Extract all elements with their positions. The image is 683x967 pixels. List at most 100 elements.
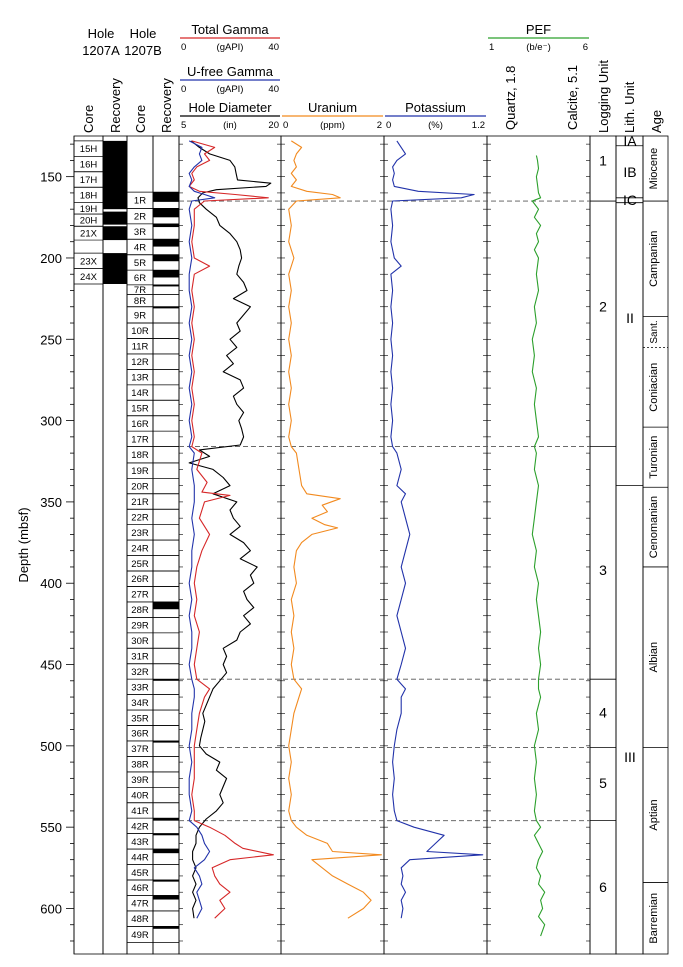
core-label-24R: 24R: [131, 543, 149, 554]
core-label-19R: 19R: [131, 466, 149, 477]
depth-tick-label: 200: [40, 251, 62, 266]
recovery-bar: [103, 253, 127, 284]
recovery-bar: [153, 895, 179, 900]
recovery-header-a: Recovery: [108, 78, 123, 133]
lith-unit-label-II: II: [626, 310, 634, 326]
track-max-potassium: 1.2: [472, 120, 485, 131]
track-min-uranium: 0: [283, 120, 288, 131]
hole-label-bottom: 1207A: [82, 43, 120, 58]
core-label-42R: 42R: [131, 821, 149, 832]
core-label-12R: 12R: [131, 357, 149, 368]
track-title-hole-diameter: Hole Diameter: [188, 100, 272, 115]
core-label-16H: 16H: [80, 160, 98, 171]
core-label-25R: 25R: [131, 559, 149, 570]
core-label-6R: 6R: [134, 273, 146, 284]
lith-unit-label-III: III: [624, 749, 636, 765]
core-label-36R: 36R: [131, 729, 149, 740]
track-title-total-gamma: Total Gamma: [191, 22, 269, 37]
logging-unit-label-4: 4: [599, 704, 607, 720]
age-label-cenomanian: Cenomanian: [648, 496, 660, 558]
core-label-19H: 19H: [80, 204, 98, 215]
core-label-16R: 16R: [131, 419, 149, 430]
core-label-15H: 15H: [80, 144, 98, 155]
track-max-total-gamma: 40: [268, 42, 279, 53]
depth-tick-label: 250: [40, 332, 62, 347]
track-max-pef: 6: [583, 42, 588, 53]
recovery-bar: [153, 849, 179, 854]
recovery-header-b: Recovery: [159, 78, 174, 133]
core-label-45R: 45R: [131, 868, 149, 879]
core-label-18H: 18H: [80, 190, 98, 201]
pef-quartz-label: Quartz, 1.8: [503, 66, 518, 130]
core-label-29R: 29R: [131, 621, 149, 632]
core-label-2R: 2R: [134, 212, 146, 223]
core-label-7R: 7R: [134, 285, 146, 296]
logging-unit-label-1: 1: [599, 152, 607, 168]
depth-tick-label: 600: [40, 901, 62, 916]
column-frame-gamma: [178, 135, 282, 955]
depth-tick-label: 400: [40, 576, 62, 591]
core-label-40R: 40R: [131, 791, 149, 802]
recovery-bar: [153, 306, 179, 309]
hole-label-top: Hole: [130, 26, 157, 41]
hole-label-bottom: 1207B: [124, 43, 162, 58]
recovery-bar: [153, 926, 179, 929]
series-pef: [531, 155, 546, 937]
core-label-30R: 30R: [131, 636, 149, 647]
core-label-20R: 20R: [131, 482, 149, 493]
column-frame-logging: [589, 135, 617, 955]
depth-tick-label: 450: [40, 658, 62, 673]
recovery-bar: [153, 239, 179, 247]
logging-unit-label-3: 3: [599, 562, 607, 578]
depth-tick-label: 350: [40, 495, 62, 510]
recovery-bar: [153, 601, 179, 610]
core-label-11R: 11R: [132, 342, 149, 353]
core-label-22R: 22R: [131, 512, 149, 523]
series-u-free-gamma: [188, 140, 216, 919]
core-label-35R: 35R: [131, 713, 149, 724]
column-frame-uranium: [280, 135, 385, 955]
core-label-21X: 21X: [80, 229, 98, 240]
column-frame-potassium: [383, 135, 488, 955]
logging-unit-label-5: 5: [599, 775, 607, 791]
core-label-8R: 8R: [134, 296, 146, 307]
age-label-barremian: Barremian: [648, 893, 660, 944]
track-title-pef: PEF: [526, 22, 551, 37]
logging-unit-header: Logging Unit: [596, 60, 611, 133]
track-title-ufree-gamma: U-free Gamma: [187, 64, 274, 79]
track-min-potassium: 0: [386, 120, 391, 131]
age-label-sant: Sant.: [649, 320, 660, 343]
track-min-hole-diameter: 5: [181, 120, 186, 131]
depth-tick-label: 300: [40, 414, 62, 429]
core-label-17R: 17R: [131, 434, 149, 445]
column-frame-lith: [615, 135, 644, 955]
depth-tick-label: 550: [40, 820, 62, 835]
recovery-bar: [153, 833, 179, 836]
series-total-gamma: [188, 140, 274, 919]
core-label-21R: 21R: [131, 497, 149, 508]
core-label-18R: 18R: [131, 450, 149, 461]
recovery-bar: [153, 192, 179, 202]
track-title-potassium: Potassium: [405, 100, 466, 115]
recovery-bar: [103, 226, 127, 241]
recovery-bar: [153, 208, 179, 218]
recovery-bar: [103, 140, 127, 210]
depth-axis-title: Depth (mbsf): [16, 507, 31, 582]
logging-unit-label-2: 2: [599, 299, 607, 315]
core-label-1R: 1R: [134, 196, 146, 207]
core-label-33R: 33R: [131, 682, 149, 693]
recovery-bar: [153, 679, 179, 681]
core-label-13R: 13R: [131, 373, 149, 384]
recovery-bar: [103, 211, 127, 225]
age-label-miocene: Miocene: [648, 148, 660, 190]
core-label-28R: 28R: [131, 605, 149, 616]
track-max-uranium: 2: [377, 120, 382, 131]
track-unit-total-gamma: (gAPI): [217, 42, 244, 53]
series-uranium: [288, 140, 382, 919]
core-label-27R: 27R: [131, 590, 149, 601]
core-label-3R: 3R: [134, 227, 146, 238]
hole-label-top: Hole: [88, 26, 115, 41]
core-label-4R: 4R: [134, 242, 146, 253]
track-unit-uranium: (ppm): [320, 120, 345, 131]
